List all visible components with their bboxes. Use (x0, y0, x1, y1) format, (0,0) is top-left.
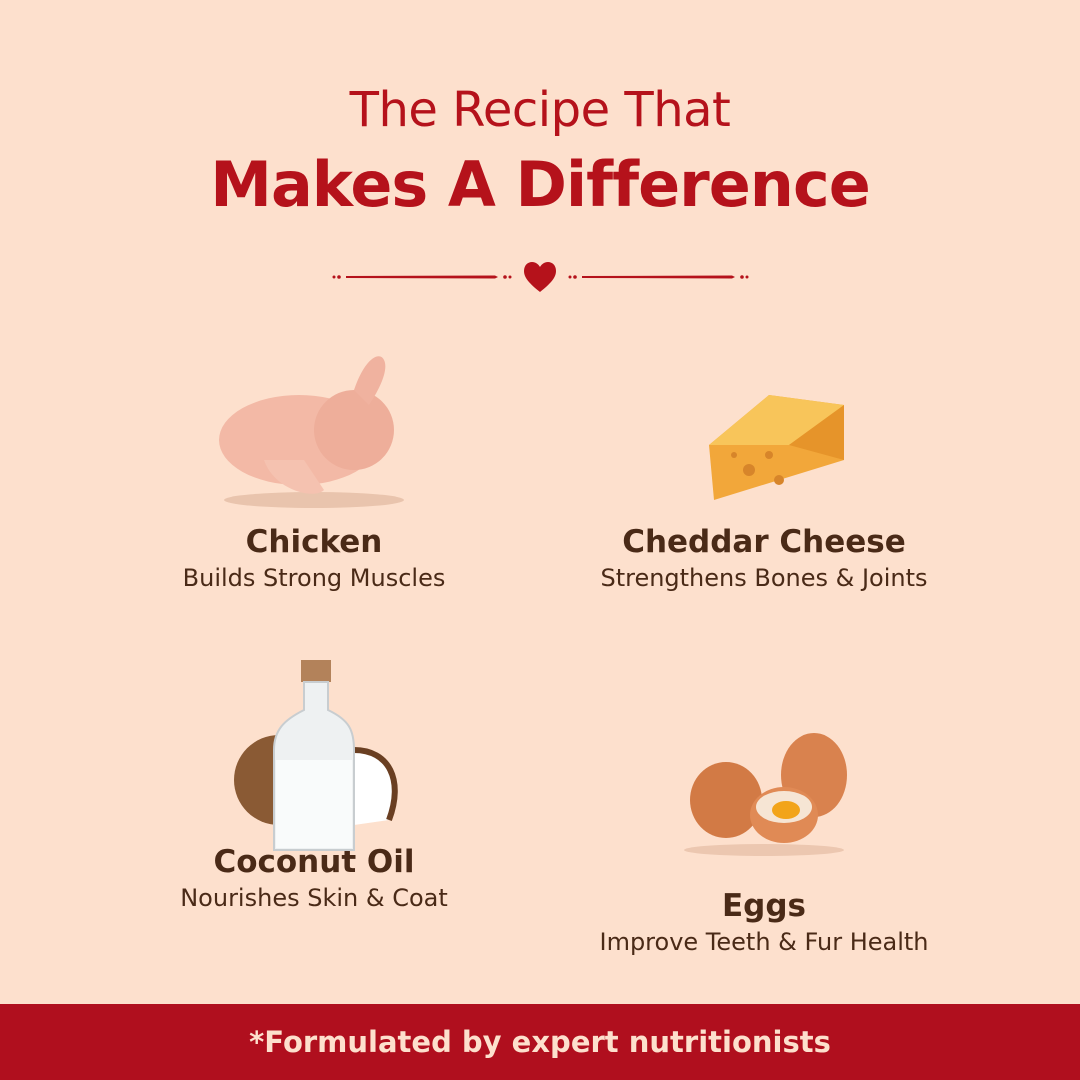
ingredient-benefit: Builds Strong Muscles (182, 564, 446, 592)
heading-line1: The Recipe That (349, 82, 731, 138)
coconut-oil-bottle-icon (234, 660, 398, 851)
ingredient-benefit: Strengthens Bones & Joints (600, 564, 928, 592)
ingredient-name: Eggs (721, 888, 806, 924)
heart-divider (332, 262, 749, 292)
ingredient-name: Cheddar Cheese (622, 524, 906, 560)
ingredient-eggs: Eggs Improve Teeth & Fur Health (544, 690, 984, 956)
ingredient-benefit: Nourishes Skin & Coat (180, 884, 448, 912)
ingredient-cheddar-cheese: Cheddar Cheese Strengthens Bones & Joint… (544, 350, 984, 592)
heart-icon (524, 262, 556, 292)
ingredient-benefit: Improve Teeth & Fur Health (599, 928, 929, 956)
raw-chicken-icon (219, 356, 404, 508)
footer-banner: *Formulated by expert nutritionists (0, 1004, 1080, 1080)
heading-line2: Makes A Difference (210, 148, 871, 221)
eggs-icon (684, 733, 847, 856)
cheese-wedge-icon (709, 395, 844, 500)
ingredient-coconut-oil: Coconut Oil Nourishes Skin & Coat (94, 660, 534, 912)
ingredient-chicken: Chicken Builds Strong Muscles (94, 350, 534, 592)
ingredient-name: Chicken (245, 524, 383, 560)
